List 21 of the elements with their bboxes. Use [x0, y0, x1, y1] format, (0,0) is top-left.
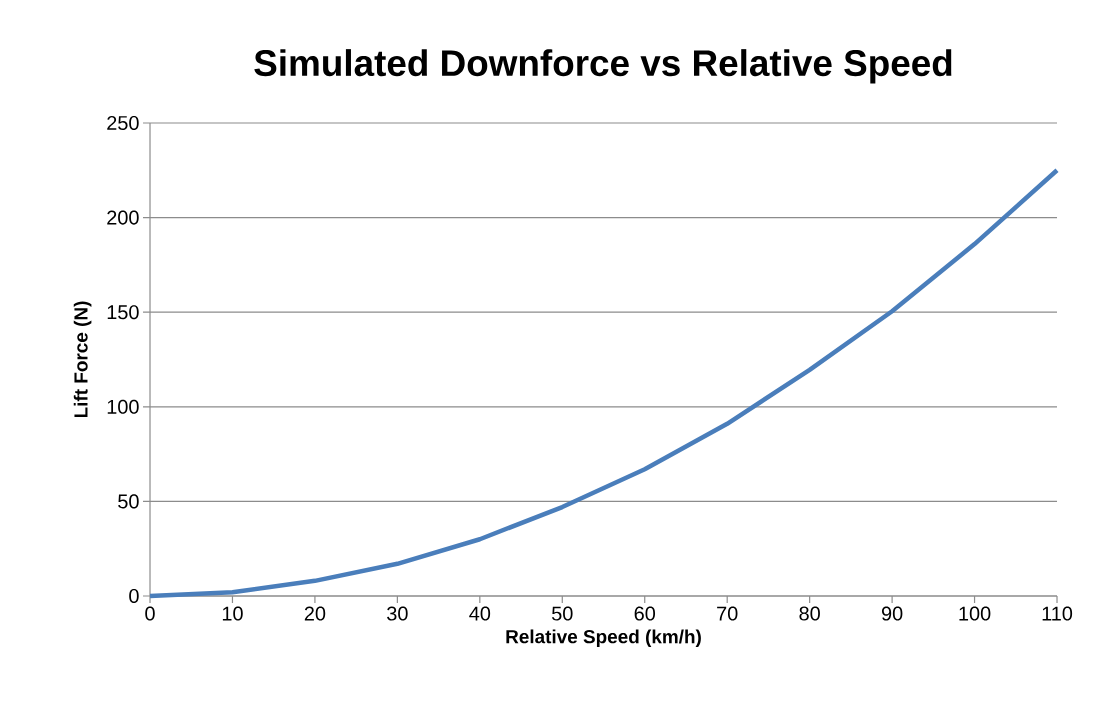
- x-tick-label: 30: [387, 606, 408, 621]
- x-tick-label: 80: [799, 606, 820, 621]
- x-tick-label: 60: [634, 606, 656, 621]
- y-tick-label: 0: [129, 588, 139, 604]
- x-tick-label: 0: [145, 606, 155, 621]
- x-tick-label: 70: [717, 606, 738, 621]
- y-tick-label: 200: [107, 210, 139, 225]
- x-tick-label: 110: [1042, 606, 1073, 621]
- y-tick-label: 50: [118, 494, 139, 509]
- x-tick-label: 100: [959, 606, 991, 621]
- x-tick-label: 50: [552, 606, 573, 621]
- x-tick-label: 10: [222, 606, 243, 621]
- y-tick-label: 250: [107, 115, 139, 131]
- y-tick-label: 150: [107, 305, 139, 320]
- y-axis-title: Lift Force (N): [73, 301, 92, 418]
- chart-title: Simulated Downforce vs Relative Speed: [254, 49, 952, 84]
- y-tick-label: 100: [107, 399, 139, 414]
- x-tick-label: 20: [304, 606, 326, 621]
- x-axis-title: Relative Speed (km/h): [506, 629, 701, 648]
- x-tick-label: 90: [881, 606, 903, 621]
- x-tick-label: 40: [469, 606, 491, 621]
